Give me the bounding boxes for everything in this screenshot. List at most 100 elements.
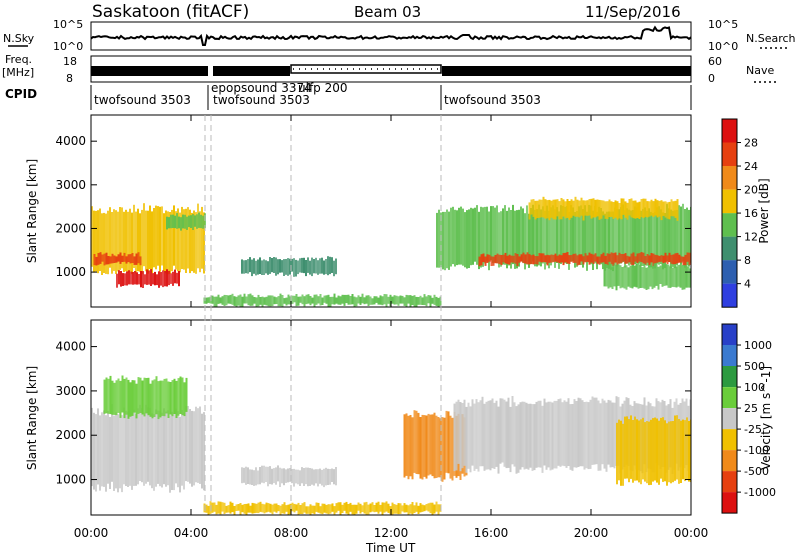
ytick-label-4000: 4000 (55, 134, 86, 148)
colorbar-swatch (722, 471, 737, 493)
power-colorbar-label: Power [dB] (757, 178, 771, 243)
cpid-segment-4: ulfp 200 (298, 81, 348, 95)
freq-tick-low: 8 (66, 72, 73, 85)
xtick-label-2: 08:00 (274, 526, 309, 540)
cpid-segment-5: twofsound 3503 (444, 93, 541, 107)
freq-label: Freq. (5, 53, 32, 66)
colorbar-swatch (722, 213, 737, 237)
nsky-tick-high: 10^5 (53, 18, 83, 31)
cpid-boundary-lines (204, 115, 442, 515)
cpid-segment-2: epopsound 3374 (211, 81, 312, 95)
colorbar-tick-24: 24 (744, 160, 758, 173)
velocity-echo-region-1 (91, 404, 205, 493)
velocity-echo-region-2 (103, 375, 188, 420)
colorbar-tick-28: 28 (744, 137, 758, 150)
nsky-panel: N.Sky 10^5 10^0 10^5 10^0 N.Search (3, 18, 796, 53)
xtick-label-6: 00:00 (674, 526, 709, 540)
colorbar-swatch (722, 142, 737, 166)
freq-block-1 (91, 66, 208, 76)
cpid-label: CPID (5, 87, 37, 101)
velocity-ylabel: Slant Range [km] (25, 366, 39, 470)
colorbar-swatch (722, 166, 737, 190)
colorbar-swatch (722, 324, 737, 345)
colorbar-tick-1000: 1000 (744, 339, 772, 352)
nsky-trace (90, 25, 692, 46)
nave-tick-high: 60 (708, 55, 722, 68)
xtick-label-5: 20:00 (574, 526, 609, 540)
power-echo-region-6 (203, 293, 442, 307)
velocity-panel: 1000 2000 3000 4000 Slant Range [km] 1000 50… (25, 319, 776, 516)
power-echo-region-7 (436, 203, 691, 272)
colorbar-swatch (722, 283, 737, 308)
time-axis-label: Time UT (365, 541, 416, 554)
colorbar-swatch (722, 345, 737, 366)
freq-panel: Freq. [MHz] 18 8 60 0 Nave (2, 53, 778, 85)
colorbar-tick-12: 12 (744, 231, 758, 244)
ytick-label-3000: 3000 (55, 384, 86, 398)
nsky-tick-low: 10^0 (53, 40, 83, 53)
nsearch-tick-high: 10^5 (708, 18, 738, 31)
ytick-label-4000: 4000 (55, 340, 86, 354)
power-yaxis: 1000 2000 3000 4000 (55, 134, 691, 279)
velocity-echo-region-7 (616, 415, 691, 486)
power-echo-region-3 (116, 269, 180, 288)
power-ylabel: Slant Range [km] (25, 159, 39, 263)
xtick-label-4: 16:00 (474, 526, 509, 540)
power-panel: 1000 2000 3000 4000 Slant Range [km] 4 8 12 16… (25, 114, 771, 308)
power-echo-region-1 (91, 203, 205, 275)
colorbar-tick-25: 25 (744, 402, 758, 415)
colorbar-swatch (722, 260, 737, 284)
power-echo-region-5 (241, 256, 337, 277)
nsearch-tick-low: 10^0 (708, 40, 738, 53)
power-echo-region-8 (478, 252, 691, 267)
colorbar-swatch (722, 492, 737, 514)
colorbar-swatch (722, 236, 737, 261)
power-echoes (91, 196, 691, 307)
power-echo-region-2 (93, 252, 142, 266)
ytick-label-2000: 2000 (55, 428, 86, 442)
ytick-label-3000: 3000 (55, 178, 86, 192)
colorbar-tick-8: 8 (744, 254, 751, 267)
freq-block-4 (442, 66, 691, 76)
velocity-echo-region-3 (241, 465, 337, 488)
ytick-label-2000: 2000 (55, 221, 86, 235)
colorbar-swatch (722, 450, 737, 472)
colorbar-tick-100: 100 (744, 381, 765, 394)
xtick-label-0: 00:00 (74, 526, 109, 540)
velocity-echo-region-4 (203, 501, 442, 515)
colorbar-swatch (722, 366, 737, 387)
colorbar-swatch (722, 119, 737, 143)
colorbar-swatch (722, 189, 737, 214)
colorbar-tick--1000: -1000 (744, 486, 776, 499)
power-colorbar: 4 8 12 16 20 24 28 (721, 118, 758, 308)
cpid-segment-3: twofsound 3503 (213, 93, 310, 107)
nsearch-label: N.Search (746, 32, 796, 45)
freq-tick-high: 18 (63, 55, 77, 68)
cpid-segment-1: twofsound 3503 (94, 93, 191, 107)
ytick-label-1000: 1000 (55, 473, 86, 487)
xtick-label-1: 04:00 (174, 526, 209, 540)
power-echo-region-10 (603, 262, 691, 291)
ytick-label-1000: 1000 (55, 265, 86, 279)
power-echo-region-4 (166, 212, 206, 231)
velocity-colorbar: 1000 500 100 25 -25 -100 -500 -1000 (721, 323, 776, 514)
xtick-label-3: 12:00 (374, 526, 409, 540)
colorbar-tick-20: 20 (744, 184, 758, 197)
freq-unit-label: [MHz] (2, 66, 34, 79)
colorbar-tick--25: -25 (744, 423, 762, 436)
velocity-yaxis: 1000 2000 3000 4000 (55, 340, 691, 487)
colorbar-tick--100: -100 (744, 444, 769, 457)
colorbar-tick--500: -500 (744, 465, 769, 478)
colorbar-tick-4: 4 (744, 278, 751, 291)
freq-block-2 (213, 66, 290, 76)
beam-label: Beam 03 (354, 3, 421, 21)
velocity-echoes (91, 375, 691, 515)
time-axis: 00:00 04:00 08:00 12:00 16:00 20:00 00:00 (74, 115, 709, 540)
nsky-label: N.Sky (3, 32, 35, 45)
power-echo-region-9 (528, 196, 679, 221)
date-label: 11/Sep/2016 (585, 3, 681, 21)
colorbar-swatch (722, 408, 737, 430)
colorbar-swatch (722, 387, 737, 409)
